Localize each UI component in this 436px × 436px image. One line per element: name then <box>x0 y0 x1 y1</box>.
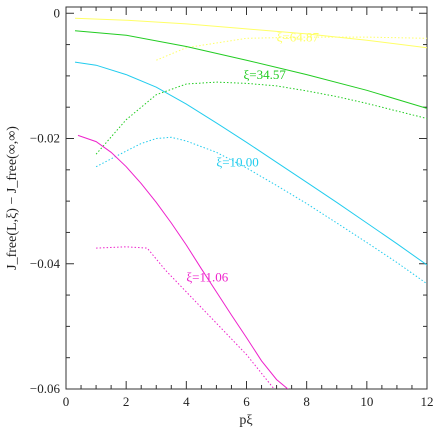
tick-labels: 0 2 4 6 8 10 12 0 −0.02 −0.04 −0.06 <box>30 5 434 409</box>
y-tick-label: 0 <box>54 5 61 20</box>
curve-annotations: ξ=64.87 ξ=34.57 ξ=10.00 ξ=11.06 <box>186 29 319 284</box>
tick-marks <box>65 7 428 390</box>
plot-frame <box>65 6 428 390</box>
curve-label-1: ξ=34.57 <box>243 67 286 82</box>
curve-label-0: ξ=64.87 <box>277 29 320 44</box>
series-2-dotted-line <box>95 136 427 285</box>
y-tick-label: −0.02 <box>30 131 60 146</box>
x-tick-label: 6 <box>243 394 250 409</box>
series-3-solid-line <box>77 134 289 389</box>
y-axis-label: J_free(L,ξ) − J_free(∞,∞) <box>5 126 20 270</box>
series-0-dotted-line <box>156 36 427 61</box>
series-2-solid-line <box>74 61 427 266</box>
series-3-dotted-line <box>96 246 275 389</box>
x-tick-label: 2 <box>123 394 130 409</box>
x-tick-label: 0 <box>63 394 70 409</box>
x-axis-label: pξ <box>239 413 252 428</box>
curves <box>74 17 427 389</box>
y-tick-label: −0.04 <box>30 256 61 271</box>
y-tick-label: −0.06 <box>30 381 61 396</box>
series-1-dotted-line <box>95 81 427 155</box>
series-0-solid-line <box>74 17 427 49</box>
x-tick-label: 10 <box>360 394 373 409</box>
x-tick-label: 8 <box>303 394 310 409</box>
x-tick-label: 4 <box>183 394 190 409</box>
series-1-solid-line <box>74 30 427 109</box>
x-tick-label: 12 <box>421 394 434 409</box>
curve-label-2: ξ=10.00 <box>216 155 258 170</box>
curve-label-3: ξ=11.06 <box>186 269 228 284</box>
